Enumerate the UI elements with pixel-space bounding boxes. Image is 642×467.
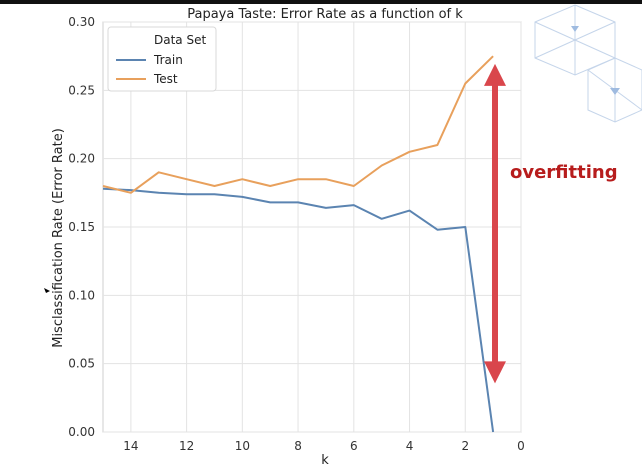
x-tick-label: 2 [461, 439, 469, 453]
arrow-head-up [484, 63, 506, 86]
y-tick-label: 0.05 [68, 357, 95, 371]
legend: Data Set Train Test [107, 26, 217, 92]
y-tick-label: 0.00 [68, 425, 95, 439]
y-tick-label: 0.20 [68, 152, 95, 166]
x-tick-label: 14 [123, 439, 138, 453]
arrow-head-down [484, 361, 506, 384]
background-hex-graphic [534, 4, 642, 123]
series-lines [102, 55, 495, 433]
top-bar [0, 0, 642, 4]
y-tick-label: 0.10 [68, 288, 95, 302]
y-axis-label: Misclassification Rate (Error Rate) [51, 128, 66, 348]
x-tick-label: 4 [406, 439, 414, 453]
x-tick-label: 0 [517, 439, 525, 453]
gridlines [103, 21, 522, 433]
chart-title: Papaya Taste: Error Rate as a function o… [187, 7, 463, 22]
x-axis-label: k [321, 453, 329, 467]
legend-label-test: Test [153, 72, 178, 86]
y-tick-label: 0.15 [68, 220, 95, 234]
x-tick-label: 12 [179, 439, 194, 453]
x-tick-labels: 14 12 10 8 6 4 2 0 [123, 439, 525, 453]
series-line-train [102, 187, 495, 433]
y-tick-labels: 0.00 0.05 0.10 0.15 0.20 0.25 0.30 [68, 15, 95, 439]
overfitting-annotation [484, 63, 506, 384]
series-line-test [102, 55, 494, 194]
mouse-cursor-icon [44, 288, 50, 293]
overfitting-label: overfitting [510, 162, 618, 183]
legend-label-train: Train [153, 53, 183, 67]
x-tick-label: 6 [350, 439, 358, 453]
x-tick-label: 8 [294, 439, 302, 453]
y-tick-label: 0.25 [68, 83, 95, 97]
legend-title: Data Set [154, 33, 206, 47]
x-tick-label: 10 [235, 439, 250, 453]
y-tick-label: 0.30 [68, 15, 95, 29]
